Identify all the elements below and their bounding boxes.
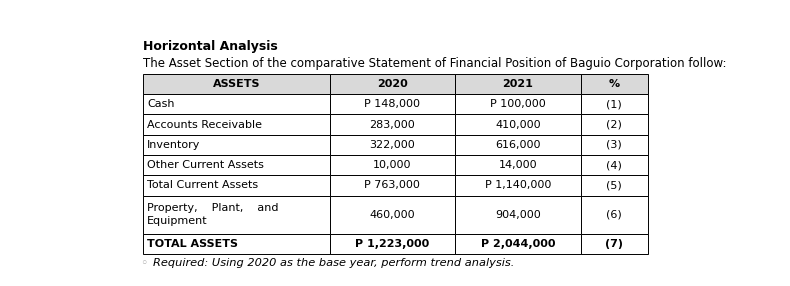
Text: Accounts Receivable: Accounts Receivable: [147, 120, 262, 130]
Text: 616,000: 616,000: [495, 140, 540, 150]
Text: P 763,000: P 763,000: [364, 180, 420, 190]
Text: P 1,140,000: P 1,140,000: [484, 180, 551, 190]
Bar: [143, 74, 329, 94]
Bar: [143, 114, 329, 135]
Text: (1): (1): [607, 99, 623, 109]
Bar: [329, 135, 455, 155]
Bar: [581, 196, 648, 234]
Bar: [143, 196, 329, 234]
Text: Cash: Cash: [147, 99, 175, 109]
Bar: [329, 175, 455, 196]
Bar: [455, 74, 581, 94]
Text: 2021: 2021: [502, 79, 533, 89]
Text: 14,000: 14,000: [498, 160, 537, 170]
Bar: [329, 94, 455, 114]
Text: Inventory: Inventory: [147, 140, 201, 150]
Text: (6): (6): [607, 210, 623, 220]
Bar: [455, 155, 581, 175]
Bar: [581, 135, 648, 155]
Bar: [455, 175, 581, 196]
Bar: [143, 94, 329, 114]
Text: 460,000: 460,000: [370, 210, 415, 220]
Bar: [455, 94, 581, 114]
Bar: [455, 196, 581, 234]
Bar: [329, 114, 455, 135]
Text: The Asset Section of the comparative Statement of Financial Position of Baguio C: The Asset Section of the comparative Sta…: [143, 57, 726, 70]
Text: 10,000: 10,000: [373, 160, 412, 170]
Text: Property,    Plant,    and
Equipment: Property, Plant, and Equipment: [147, 203, 279, 227]
Text: 283,000: 283,000: [370, 120, 416, 130]
Text: Other Current Assets: Other Current Assets: [147, 160, 264, 170]
Text: %: %: [609, 79, 620, 89]
Bar: [581, 155, 648, 175]
Text: Horizontal Analysis: Horizontal Analysis: [143, 40, 277, 53]
Bar: [329, 234, 455, 254]
Text: 2020: 2020: [377, 79, 408, 89]
Bar: [581, 74, 648, 94]
Text: (2): (2): [607, 120, 623, 130]
Bar: [143, 234, 329, 254]
Text: TOTAL ASSETS: TOTAL ASSETS: [147, 239, 238, 249]
Bar: [581, 234, 648, 254]
Text: Total Current Assets: Total Current Assets: [147, 180, 258, 190]
Bar: [455, 135, 581, 155]
Text: 904,000: 904,000: [495, 210, 540, 220]
Text: Required: Using 2020 as the base year, perform trend analysis.: Required: Using 2020 as the base year, p…: [152, 258, 514, 268]
Bar: [329, 196, 455, 234]
Text: P 2,044,000: P 2,044,000: [480, 239, 555, 249]
Text: P 100,000: P 100,000: [490, 99, 546, 109]
Bar: [143, 175, 329, 196]
Text: (4): (4): [607, 160, 623, 170]
Text: (3): (3): [607, 140, 623, 150]
Text: 410,000: 410,000: [495, 120, 540, 130]
Bar: [329, 74, 455, 94]
Bar: [581, 114, 648, 135]
Text: ◦: ◦: [141, 257, 148, 270]
Bar: [143, 135, 329, 155]
Bar: [329, 155, 455, 175]
Bar: [455, 234, 581, 254]
Text: (5): (5): [607, 180, 623, 190]
Text: (7): (7): [605, 239, 623, 249]
Text: P 1,223,000: P 1,223,000: [356, 239, 430, 249]
Text: 322,000: 322,000: [370, 140, 416, 150]
Text: P 148,000: P 148,000: [364, 99, 420, 109]
Bar: [455, 114, 581, 135]
Bar: [581, 175, 648, 196]
Bar: [143, 155, 329, 175]
Bar: [581, 94, 648, 114]
Text: ASSETS: ASSETS: [213, 79, 260, 89]
